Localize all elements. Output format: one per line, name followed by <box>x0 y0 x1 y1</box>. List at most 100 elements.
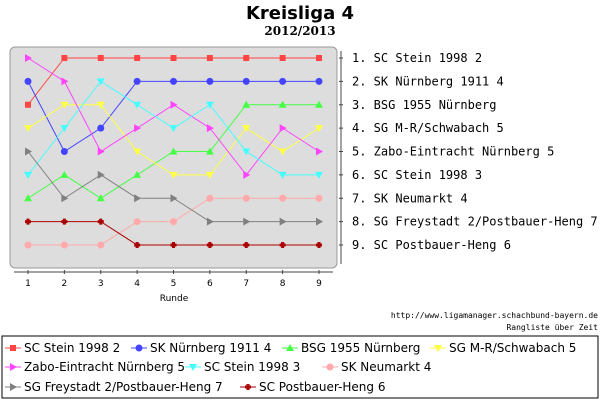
x-tick-label: 9 <box>316 279 322 289</box>
data-point <box>206 55 213 61</box>
rank-axis: 1. SC Stein 1998 2 2. SK Nürnberg 1911 4 3… <box>339 51 598 264</box>
data-point <box>242 148 251 156</box>
data-point <box>208 242 212 248</box>
data-point <box>10 345 16 351</box>
data-point <box>244 242 248 248</box>
data-point <box>134 55 141 61</box>
x-axis-label: Runde <box>160 294 189 304</box>
data-point <box>24 171 32 179</box>
x-tick-label: 2 <box>62 279 68 289</box>
series-2 <box>24 77 323 155</box>
x-tick-label: 3 <box>98 279 104 289</box>
data-point <box>242 100 251 108</box>
data-point <box>315 100 323 108</box>
data-point <box>96 101 105 109</box>
data-point <box>316 217 323 226</box>
data-point <box>279 194 287 202</box>
data-point <box>243 170 251 179</box>
data-point <box>60 170 69 178</box>
data-point <box>97 124 105 132</box>
legend-item: SG M-R/Schwabach 5 <box>430 341 576 355</box>
data-point <box>326 363 334 371</box>
legend-item: SC Stein 1998 2 <box>5 341 120 355</box>
data-point <box>205 147 214 155</box>
data-point <box>205 171 214 179</box>
data-point <box>133 218 141 226</box>
footer-caption: Rangliste über Zeit <box>506 323 598 332</box>
data-point <box>97 55 104 61</box>
chart-title: Kreisliga 4 <box>246 3 354 24</box>
legend-label: SK Nürnberg 1911 4 <box>150 341 271 355</box>
data-point <box>279 55 286 61</box>
data-point <box>279 217 287 226</box>
chart-subtitle: 2012/2013 <box>264 24 335 38</box>
x-tick-label: 8 <box>280 279 286 289</box>
data-point <box>172 242 175 248</box>
data-point <box>133 77 141 85</box>
data-point <box>278 100 287 108</box>
rank-label: 6. SC Stein 1998 3 <box>352 168 482 182</box>
legend-label: SG Freystadt 2/Postbauer-Heng 7 <box>24 380 223 394</box>
data-point <box>206 124 214 133</box>
legend-item: SK Nürnberg 1911 4 <box>131 341 271 355</box>
data-point <box>170 218 177 226</box>
data-point <box>24 194 32 202</box>
data-point <box>434 345 442 352</box>
data-point <box>26 218 30 225</box>
series-1 <box>25 55 322 108</box>
rank-label: 8. SG Freystadt 2/Postbauer-Heng 7 <box>352 215 598 229</box>
data-point <box>133 170 142 178</box>
data-point <box>10 383 17 391</box>
data-point <box>24 241 32 249</box>
data-point <box>243 217 251 226</box>
data-point <box>316 147 323 156</box>
data-point <box>206 194 214 202</box>
data-point <box>206 77 214 85</box>
data-point <box>281 242 285 248</box>
rank-label: 3. BSG 1955 Nürnberg <box>352 98 497 112</box>
footer-url: http://www.ligamanager.schachbund-bayern… <box>391 311 598 320</box>
data-point <box>97 147 105 156</box>
data-point <box>315 125 323 133</box>
data-point <box>25 101 31 108</box>
data-point <box>24 77 32 85</box>
x-tick-label: 6 <box>207 279 213 289</box>
data-point <box>133 101 142 109</box>
data-point <box>169 147 178 155</box>
data-point <box>316 55 322 61</box>
data-point <box>97 241 105 249</box>
legend-label: SG M-R/Schwabach 5 <box>449 341 576 355</box>
legend-label: Zabo-Eintracht Nürnberg 5 <box>24 360 185 374</box>
data-point <box>317 242 321 248</box>
legend-label: SK Neumarkt 4 <box>341 360 431 374</box>
series-5 <box>25 54 323 179</box>
data-point <box>25 54 32 62</box>
data-point <box>286 344 294 351</box>
x-tick-label: 1 <box>25 279 31 289</box>
data-point <box>60 125 69 133</box>
data-point <box>242 194 250 202</box>
legend-item: SC Postbauer-Heng 6 <box>240 380 385 394</box>
data-point <box>61 55 68 61</box>
rank-label: 7. SK Neumarkt 4 <box>352 191 468 205</box>
data-point <box>61 77 69 86</box>
data-point <box>99 218 103 225</box>
data-point <box>206 217 214 226</box>
legend: SC Stein 1998 2 SK Nürnberg 1911 4 BSG 195… <box>1 335 599 399</box>
data-point <box>134 124 142 133</box>
data-point <box>60 101 69 109</box>
data-point <box>170 77 177 85</box>
data-point <box>61 194 69 203</box>
data-point <box>170 55 177 61</box>
rank-label: 9. SC Postbauer-Heng 6 <box>352 238 511 252</box>
data-point <box>279 77 287 85</box>
x-tick-label: 7 <box>243 279 249 289</box>
data-point <box>205 101 214 109</box>
data-point <box>169 171 178 179</box>
data-point <box>97 170 105 179</box>
data-point <box>243 55 250 61</box>
data-point <box>134 194 142 203</box>
data-point <box>133 148 142 156</box>
data-point <box>170 100 178 109</box>
